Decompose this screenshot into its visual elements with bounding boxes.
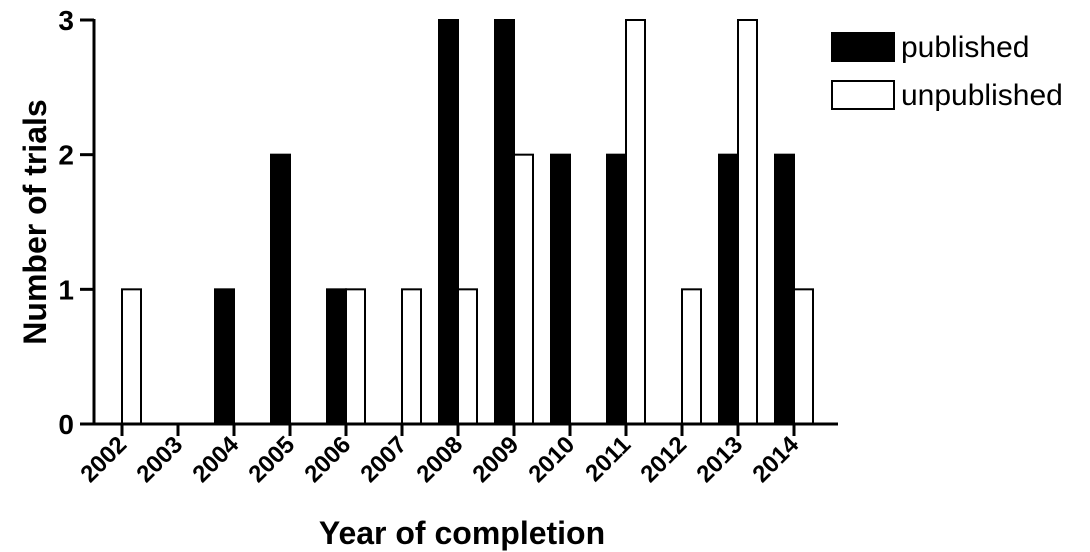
y-ticks-group: 0 1 2 3 bbox=[58, 5, 94, 440]
x-tick-label: 2010 bbox=[523, 431, 580, 488]
x-tick-label: 2011 bbox=[580, 431, 636, 487]
axes-group bbox=[92, 19, 838, 426]
y-tick-label: 1 bbox=[58, 274, 74, 305]
bar-unpublished-2013 bbox=[737, 19, 758, 425]
bar-unpublished-2014 bbox=[793, 288, 814, 426]
x-axis-title: Year of completion bbox=[319, 515, 605, 551]
bar-published-2014 bbox=[774, 153, 795, 426]
bar-unpublished-2006 bbox=[345, 288, 366, 426]
legend: published unpublished bbox=[831, 31, 1063, 112]
x-tick-label: 2004 bbox=[187, 431, 244, 488]
bar-unpublished-2012 bbox=[681, 288, 702, 426]
legend-swatch-published bbox=[831, 32, 895, 62]
x-tick-label: 2012 bbox=[635, 431, 692, 488]
x-tick-label: 2006 bbox=[299, 431, 356, 488]
legend-label-published: published bbox=[901, 31, 1029, 64]
x-tick-label: 2005 bbox=[243, 431, 300, 488]
x-tick-label: 2009 bbox=[467, 431, 524, 488]
bar-published-2010 bbox=[550, 153, 571, 426]
bar-unpublished-2002 bbox=[121, 288, 142, 426]
y-tick-label: 3 bbox=[58, 5, 74, 36]
bar-unpublished-2007 bbox=[401, 288, 422, 426]
bar-unpublished-2008 bbox=[457, 288, 478, 426]
bar-unpublished-2009 bbox=[513, 153, 534, 426]
y-tick-label: 2 bbox=[58, 140, 74, 171]
y-tick-label: 0 bbox=[58, 409, 74, 440]
bar-published-2005 bbox=[270, 153, 291, 426]
bar-published-2009 bbox=[494, 19, 515, 425]
bar-published-2013 bbox=[718, 153, 739, 426]
legend-label-unpublished: unpublished bbox=[901, 79, 1063, 112]
y-axis-title: Number of trials bbox=[17, 99, 53, 344]
bar-published-2011 bbox=[606, 153, 627, 426]
x-tick-label: 2007 bbox=[355, 431, 412, 488]
bar-unpublished-2011 bbox=[625, 19, 646, 425]
x-tick-label: 2014 bbox=[747, 431, 804, 488]
x-tick-label: 2002 bbox=[75, 431, 132, 488]
bar-published-2006 bbox=[326, 288, 347, 426]
legend-swatch-unpublished bbox=[831, 80, 895, 110]
x-tick-label: 2008 bbox=[411, 431, 468, 488]
x-ticks-group: 2002 2003 2004 2005 2006 2007 2008 2009 2010 2011… bbox=[75, 424, 805, 488]
x-tick-label: 2003 bbox=[131, 431, 188, 488]
bar-published-2008 bbox=[438, 19, 459, 425]
bars-group bbox=[121, 19, 814, 426]
bar-published-2004 bbox=[214, 288, 235, 426]
x-tick-label: 2013 bbox=[691, 431, 748, 488]
